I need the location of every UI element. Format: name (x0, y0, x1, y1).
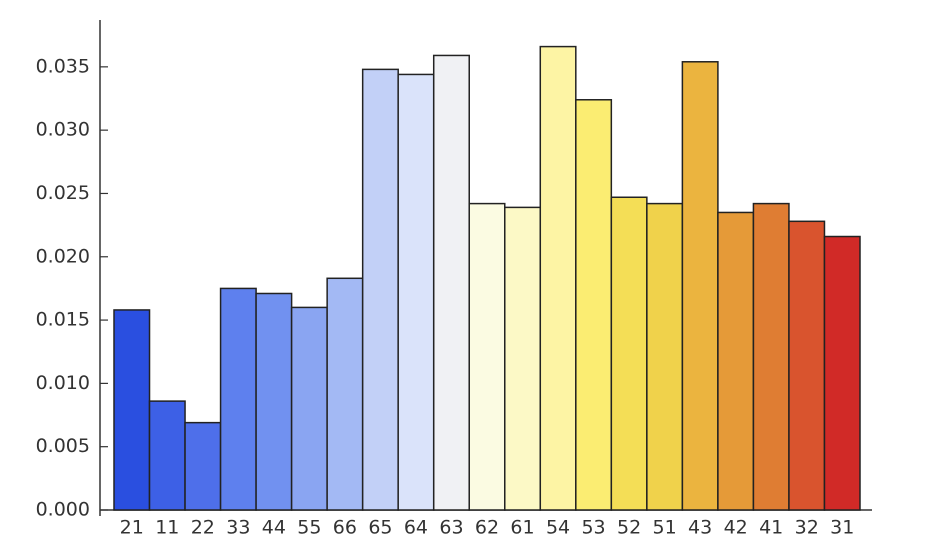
y-tick-label: 0.015 (36, 309, 90, 331)
bar (823, 235, 861, 511)
x-tick-label: 62 (475, 517, 499, 539)
x-tick-label: 41 (759, 517, 783, 539)
x-tick-label: 54 (546, 517, 570, 539)
x-tick-label: 64 (404, 517, 428, 539)
x-tick-label: 51 (653, 517, 677, 539)
y-tick-label: 0.000 (36, 499, 90, 521)
x-tick-label: 22 (191, 517, 215, 539)
bar (504, 206, 542, 511)
x-tick-label: 66 (333, 517, 357, 539)
bar (788, 220, 826, 511)
bar (575, 99, 613, 511)
x-tick-label: 52 (617, 517, 641, 539)
y-tick-label: 0.020 (36, 245, 90, 267)
bar (717, 211, 755, 511)
x-tick-label: 55 (297, 517, 321, 539)
y-tick-label: 0.030 (36, 119, 90, 141)
y-tick-label: 0.035 (36, 55, 90, 77)
x-tick-label: 53 (581, 517, 605, 539)
x-tick-label: 33 (226, 517, 250, 539)
bar (432, 54, 470, 511)
y-tick-label: 0.005 (36, 435, 90, 457)
bar (752, 202, 790, 511)
x-tick-label: 43 (688, 517, 712, 539)
x-tick-label: 42 (724, 517, 748, 539)
bar (290, 306, 328, 511)
x-tick-label: 32 (795, 517, 819, 539)
bar (468, 202, 506, 511)
bar (219, 287, 257, 511)
bar (397, 73, 435, 511)
bar (646, 202, 684, 511)
bar (681, 61, 719, 511)
x-tick-label: 31 (830, 517, 854, 539)
x-tick-label: 65 (368, 517, 392, 539)
x-tick-label: 63 (439, 517, 463, 539)
y-tick-label: 0.010 (36, 372, 90, 394)
bar (113, 309, 151, 511)
x-tick-label: 61 (510, 517, 534, 539)
bar (610, 196, 648, 511)
bar (326, 277, 364, 511)
x-tick-label: 44 (262, 517, 286, 539)
x-tick-label: 21 (120, 517, 144, 539)
bar (148, 400, 186, 511)
bar (255, 292, 293, 511)
y-tick-label: 0.025 (36, 182, 90, 204)
bar (539, 45, 577, 511)
bar (184, 421, 222, 511)
bar (361, 68, 399, 511)
x-tick-label: 11 (155, 517, 179, 539)
